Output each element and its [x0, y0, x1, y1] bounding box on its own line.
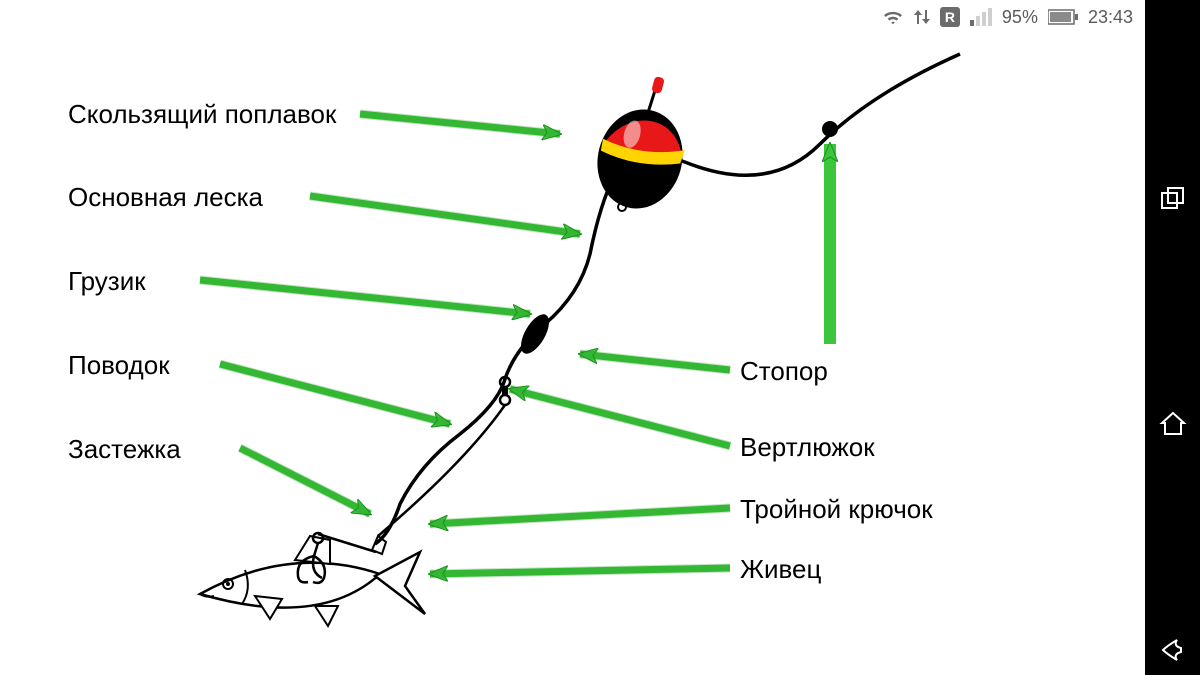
- stopper-bead: [822, 121, 838, 137]
- battery-percent: 95%: [1002, 7, 1038, 28]
- label-right-3: Живец: [740, 554, 821, 585]
- sliding-float: [586, 76, 693, 218]
- recent-apps-icon[interactable]: [1160, 186, 1186, 217]
- label-left-3: Поводок: [68, 350, 170, 381]
- back-icon[interactable]: [1159, 636, 1187, 669]
- battery-icon: [1048, 9, 1078, 25]
- home-icon[interactable]: [1159, 410, 1187, 443]
- r-badge: R: [940, 7, 960, 27]
- status-bar: R 95% 23:43: [0, 0, 1145, 34]
- label-left-1: Основная леска: [68, 182, 263, 213]
- label-left-2: Грузик: [68, 266, 146, 297]
- nav-bar: [1145, 0, 1200, 675]
- label-right-0: Стопор: [740, 356, 828, 387]
- fishing-rig-diagram: Скользящий поплавок Основная леска Грузик П…: [0, 34, 1145, 675]
- baitfish: [200, 533, 425, 626]
- label-left-0: Скользящий поплавок: [68, 99, 336, 130]
- signal-icon: [970, 8, 992, 26]
- label-right-2: Тройной крючок: [740, 494, 933, 525]
- wifi-icon: [882, 8, 904, 26]
- label-left-4: Застежка: [68, 434, 181, 465]
- clock: 23:43: [1088, 7, 1133, 28]
- data-sync-icon: [914, 8, 930, 26]
- label-right-1: Вертлюжок: [740, 432, 875, 463]
